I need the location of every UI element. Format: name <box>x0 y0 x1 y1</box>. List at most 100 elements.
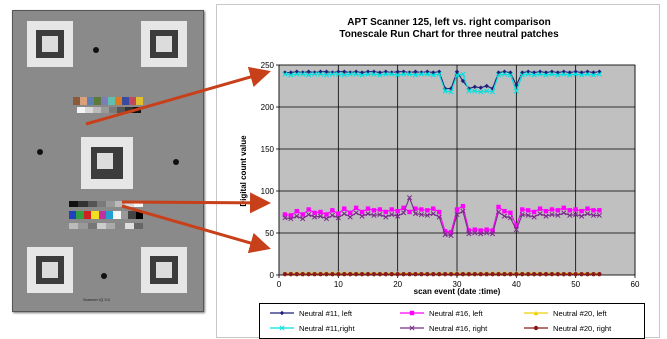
data-point <box>294 71 300 77</box>
y-tick-label: 200 <box>261 103 275 112</box>
y-tick-label: 150 <box>261 145 275 154</box>
data-point <box>508 70 513 75</box>
data-point <box>365 271 371 277</box>
data-point <box>520 207 525 212</box>
data-point <box>561 71 567 77</box>
data-point <box>501 71 508 77</box>
data-point <box>282 271 288 277</box>
data-point <box>300 216 306 222</box>
center-target <box>81 137 133 189</box>
data-point <box>543 213 549 219</box>
corner-target-bottom-left <box>27 247 73 293</box>
data-point <box>490 271 495 277</box>
data-point <box>484 88 490 94</box>
data-point <box>579 208 584 214</box>
gray-patch-strip-lower <box>69 223 143 229</box>
data-point <box>359 271 365 277</box>
data-point <box>484 230 490 236</box>
data-point <box>377 207 383 212</box>
data-point <box>466 228 472 233</box>
series-6 <box>282 271 602 277</box>
data-point <box>335 215 341 221</box>
data-point <box>579 72 585 78</box>
data-point <box>526 208 531 213</box>
x-tick-label: 40 <box>512 280 521 289</box>
data-point <box>383 271 388 277</box>
data-point <box>502 271 507 277</box>
data-point <box>514 223 519 228</box>
corner-target-top-right <box>141 21 187 67</box>
gray-patch-strip-top <box>77 107 141 113</box>
data-point <box>300 70 305 75</box>
data-point <box>513 227 519 233</box>
data-point <box>454 207 460 212</box>
data-point <box>401 210 407 216</box>
target-caption: Scanner IQ 3.0 <box>83 297 110 302</box>
data-point <box>478 228 483 233</box>
data-point <box>549 71 555 77</box>
x-tick-label: 0 <box>277 280 282 289</box>
data-point <box>584 71 591 77</box>
data-point <box>502 208 507 214</box>
data-point <box>324 212 329 217</box>
data-point <box>359 72 365 78</box>
data-point <box>501 213 508 219</box>
data-point <box>424 212 430 218</box>
registration-dot-top <box>93 47 99 53</box>
data-point <box>401 271 406 277</box>
series-4 <box>282 195 602 239</box>
data-point <box>567 208 572 213</box>
data-point <box>353 71 359 77</box>
data-point <box>561 205 566 210</box>
data-point <box>555 271 561 277</box>
data-point <box>549 207 555 212</box>
data-point <box>306 72 312 78</box>
x-tick-label: 20 <box>393 280 402 289</box>
data-point <box>288 72 294 78</box>
data-point <box>330 208 335 213</box>
data-point <box>306 207 311 212</box>
data-point <box>496 204 501 210</box>
data-point <box>555 72 561 78</box>
data-point <box>537 71 543 77</box>
gray-patch-strip-bottom <box>69 201 143 207</box>
legend-swatch-marker <box>533 325 539 331</box>
data-point <box>430 211 436 217</box>
data-point <box>436 71 442 77</box>
data-point <box>460 71 466 77</box>
corner-target-top-left <box>27 21 73 67</box>
data-point <box>537 206 543 211</box>
data-point <box>353 271 359 277</box>
data-point <box>478 85 483 90</box>
series-line <box>284 73 600 93</box>
data-point <box>431 206 436 211</box>
data-point <box>413 206 418 211</box>
data-point <box>425 271 430 277</box>
data-point <box>543 208 549 214</box>
registration-dot-left <box>37 149 43 155</box>
x-axis-label: scan event (date :time) <box>414 287 501 296</box>
data-point <box>425 208 430 213</box>
data-point <box>549 211 555 218</box>
data-point <box>460 78 466 84</box>
data-point <box>597 208 602 213</box>
data-point <box>496 271 501 277</box>
data-point <box>448 229 454 235</box>
registration-dot-right <box>173 159 179 165</box>
data-point <box>472 88 478 94</box>
data-point <box>365 206 371 211</box>
data-point <box>484 227 489 232</box>
data-point <box>348 210 353 216</box>
legend-swatch-marker <box>409 310 415 316</box>
data-point <box>448 232 454 239</box>
data-point <box>454 271 460 277</box>
data-point <box>555 212 561 218</box>
data-point <box>407 209 412 215</box>
data-point <box>342 271 347 277</box>
data-point <box>561 271 566 277</box>
y-axis-label: Digital count value <box>239 135 248 207</box>
data-point <box>389 211 395 218</box>
data-point <box>317 213 324 219</box>
corner-target-bottom-right <box>141 247 187 293</box>
color-patch-strip-top <box>73 97 143 105</box>
